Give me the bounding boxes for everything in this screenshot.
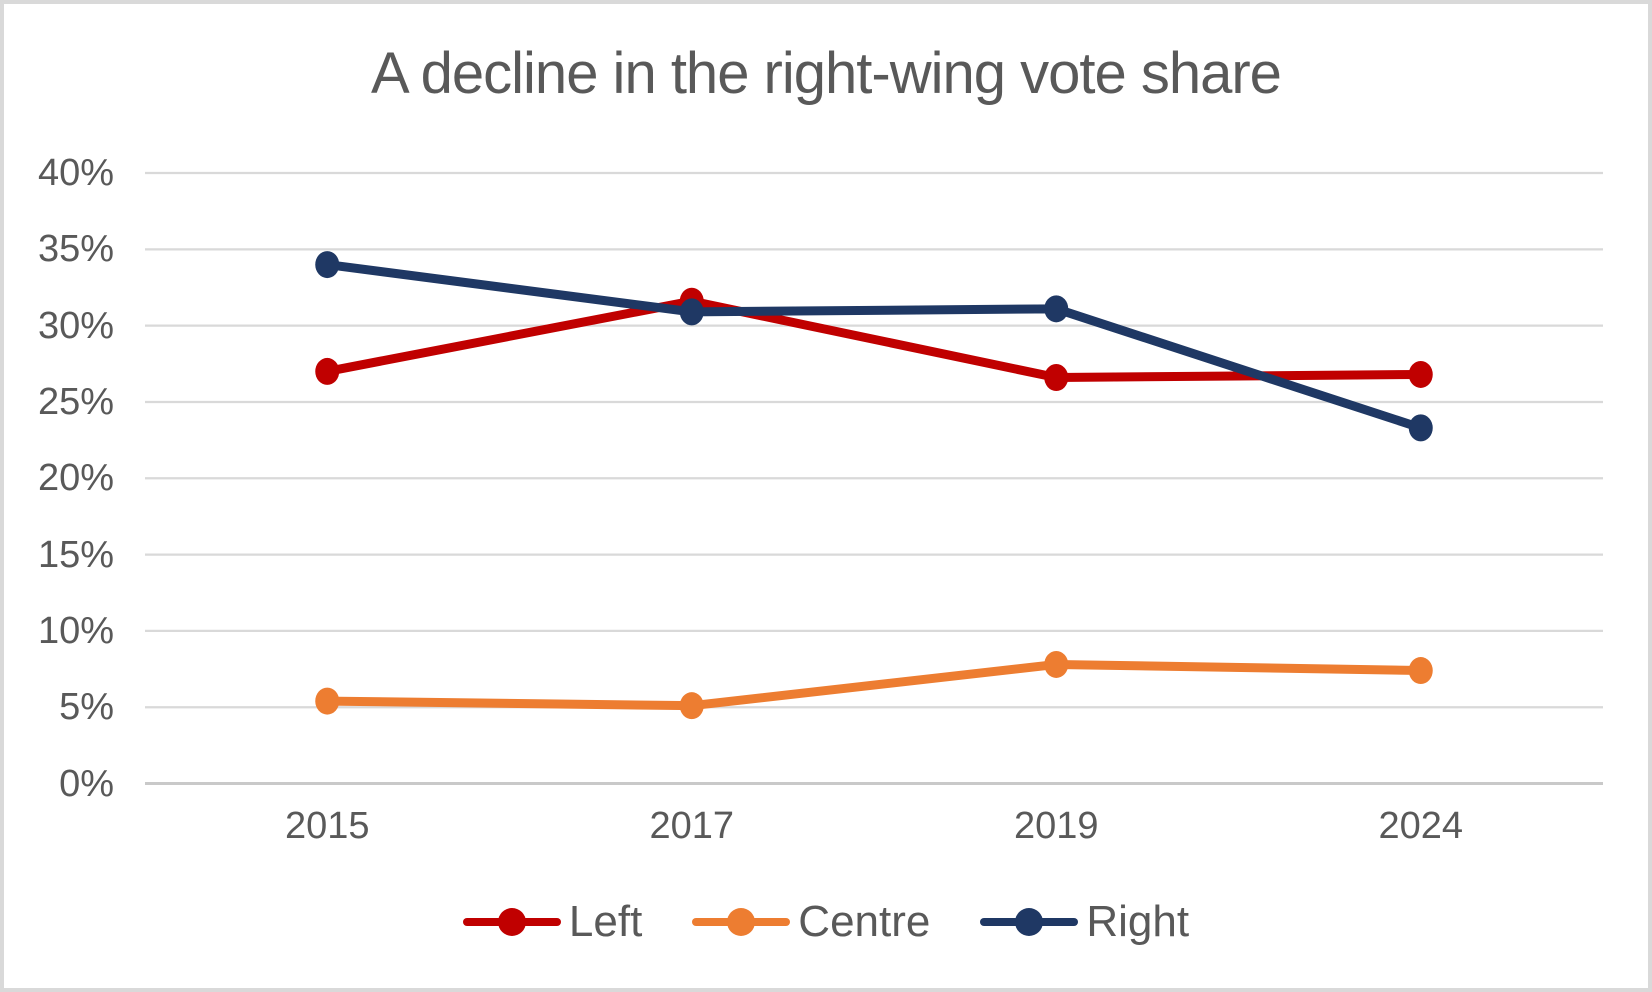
legend-marker-icon-right [980, 907, 1079, 937]
y-tick-label-5%: 5% [59, 686, 114, 729]
y-tick-label-30%: 30% [37, 304, 114, 347]
x-tick-label-2017: 2017 [649, 805, 735, 847]
legend-dot-centre [727, 908, 756, 936]
y-tick-label-10%: 10% [37, 609, 114, 652]
y-tick-label-15%: 15% [37, 533, 114, 576]
y-tick-label-20%: 20% [37, 457, 114, 500]
x-tick-label-2024: 2024 [1378, 805, 1464, 847]
y-tick-label-25%: 25% [37, 380, 114, 423]
point-right-2019 [1044, 295, 1069, 323]
x-tick-label-2019: 2019 [1013, 805, 1099, 847]
legend-marker-icon-centre [692, 907, 791, 937]
legend-dot-right [1015, 908, 1044, 936]
point-centre-2019 [1044, 650, 1069, 678]
legend-item-left: Left [462, 897, 643, 946]
legend-dot-left [497, 908, 526, 936]
series-line-right [322, 260, 1426, 433]
legend-label-left: Left [568, 897, 643, 946]
point-right-2015 [315, 251, 340, 279]
series-line-left [322, 296, 1426, 383]
y-tick-label-35%: 35% [37, 228, 114, 271]
chart-title: A decline in the right-wing vote share [371, 41, 1282, 106]
point-right-2017 [679, 298, 704, 326]
legend-item-centre: Centre [692, 900, 930, 944]
series-line-centre [322, 659, 1426, 711]
y-tick-label-40%: 40% [37, 152, 114, 194]
point-centre-2024 [1408, 657, 1433, 685]
point-left-2015 [315, 357, 340, 385]
y-tick-label-0%: 0% [59, 762, 114, 805]
point-left-2019 [1044, 364, 1069, 392]
legend-marker-icon-left [462, 907, 561, 937]
x-tick-label-2015: 2015 [284, 805, 370, 847]
point-left-2024 [1408, 360, 1433, 388]
legend: Left Centre Right [4, 900, 1648, 944]
point-right-2024 [1408, 414, 1433, 442]
plot-area [145, 171, 1603, 785]
legend-label-centre: Centre [798, 897, 931, 946]
point-centre-2017 [679, 692, 704, 720]
legend-item-right: Right [980, 900, 1189, 944]
legend-label-right: Right [1086, 897, 1190, 946]
point-centre-2015 [315, 687, 340, 715]
